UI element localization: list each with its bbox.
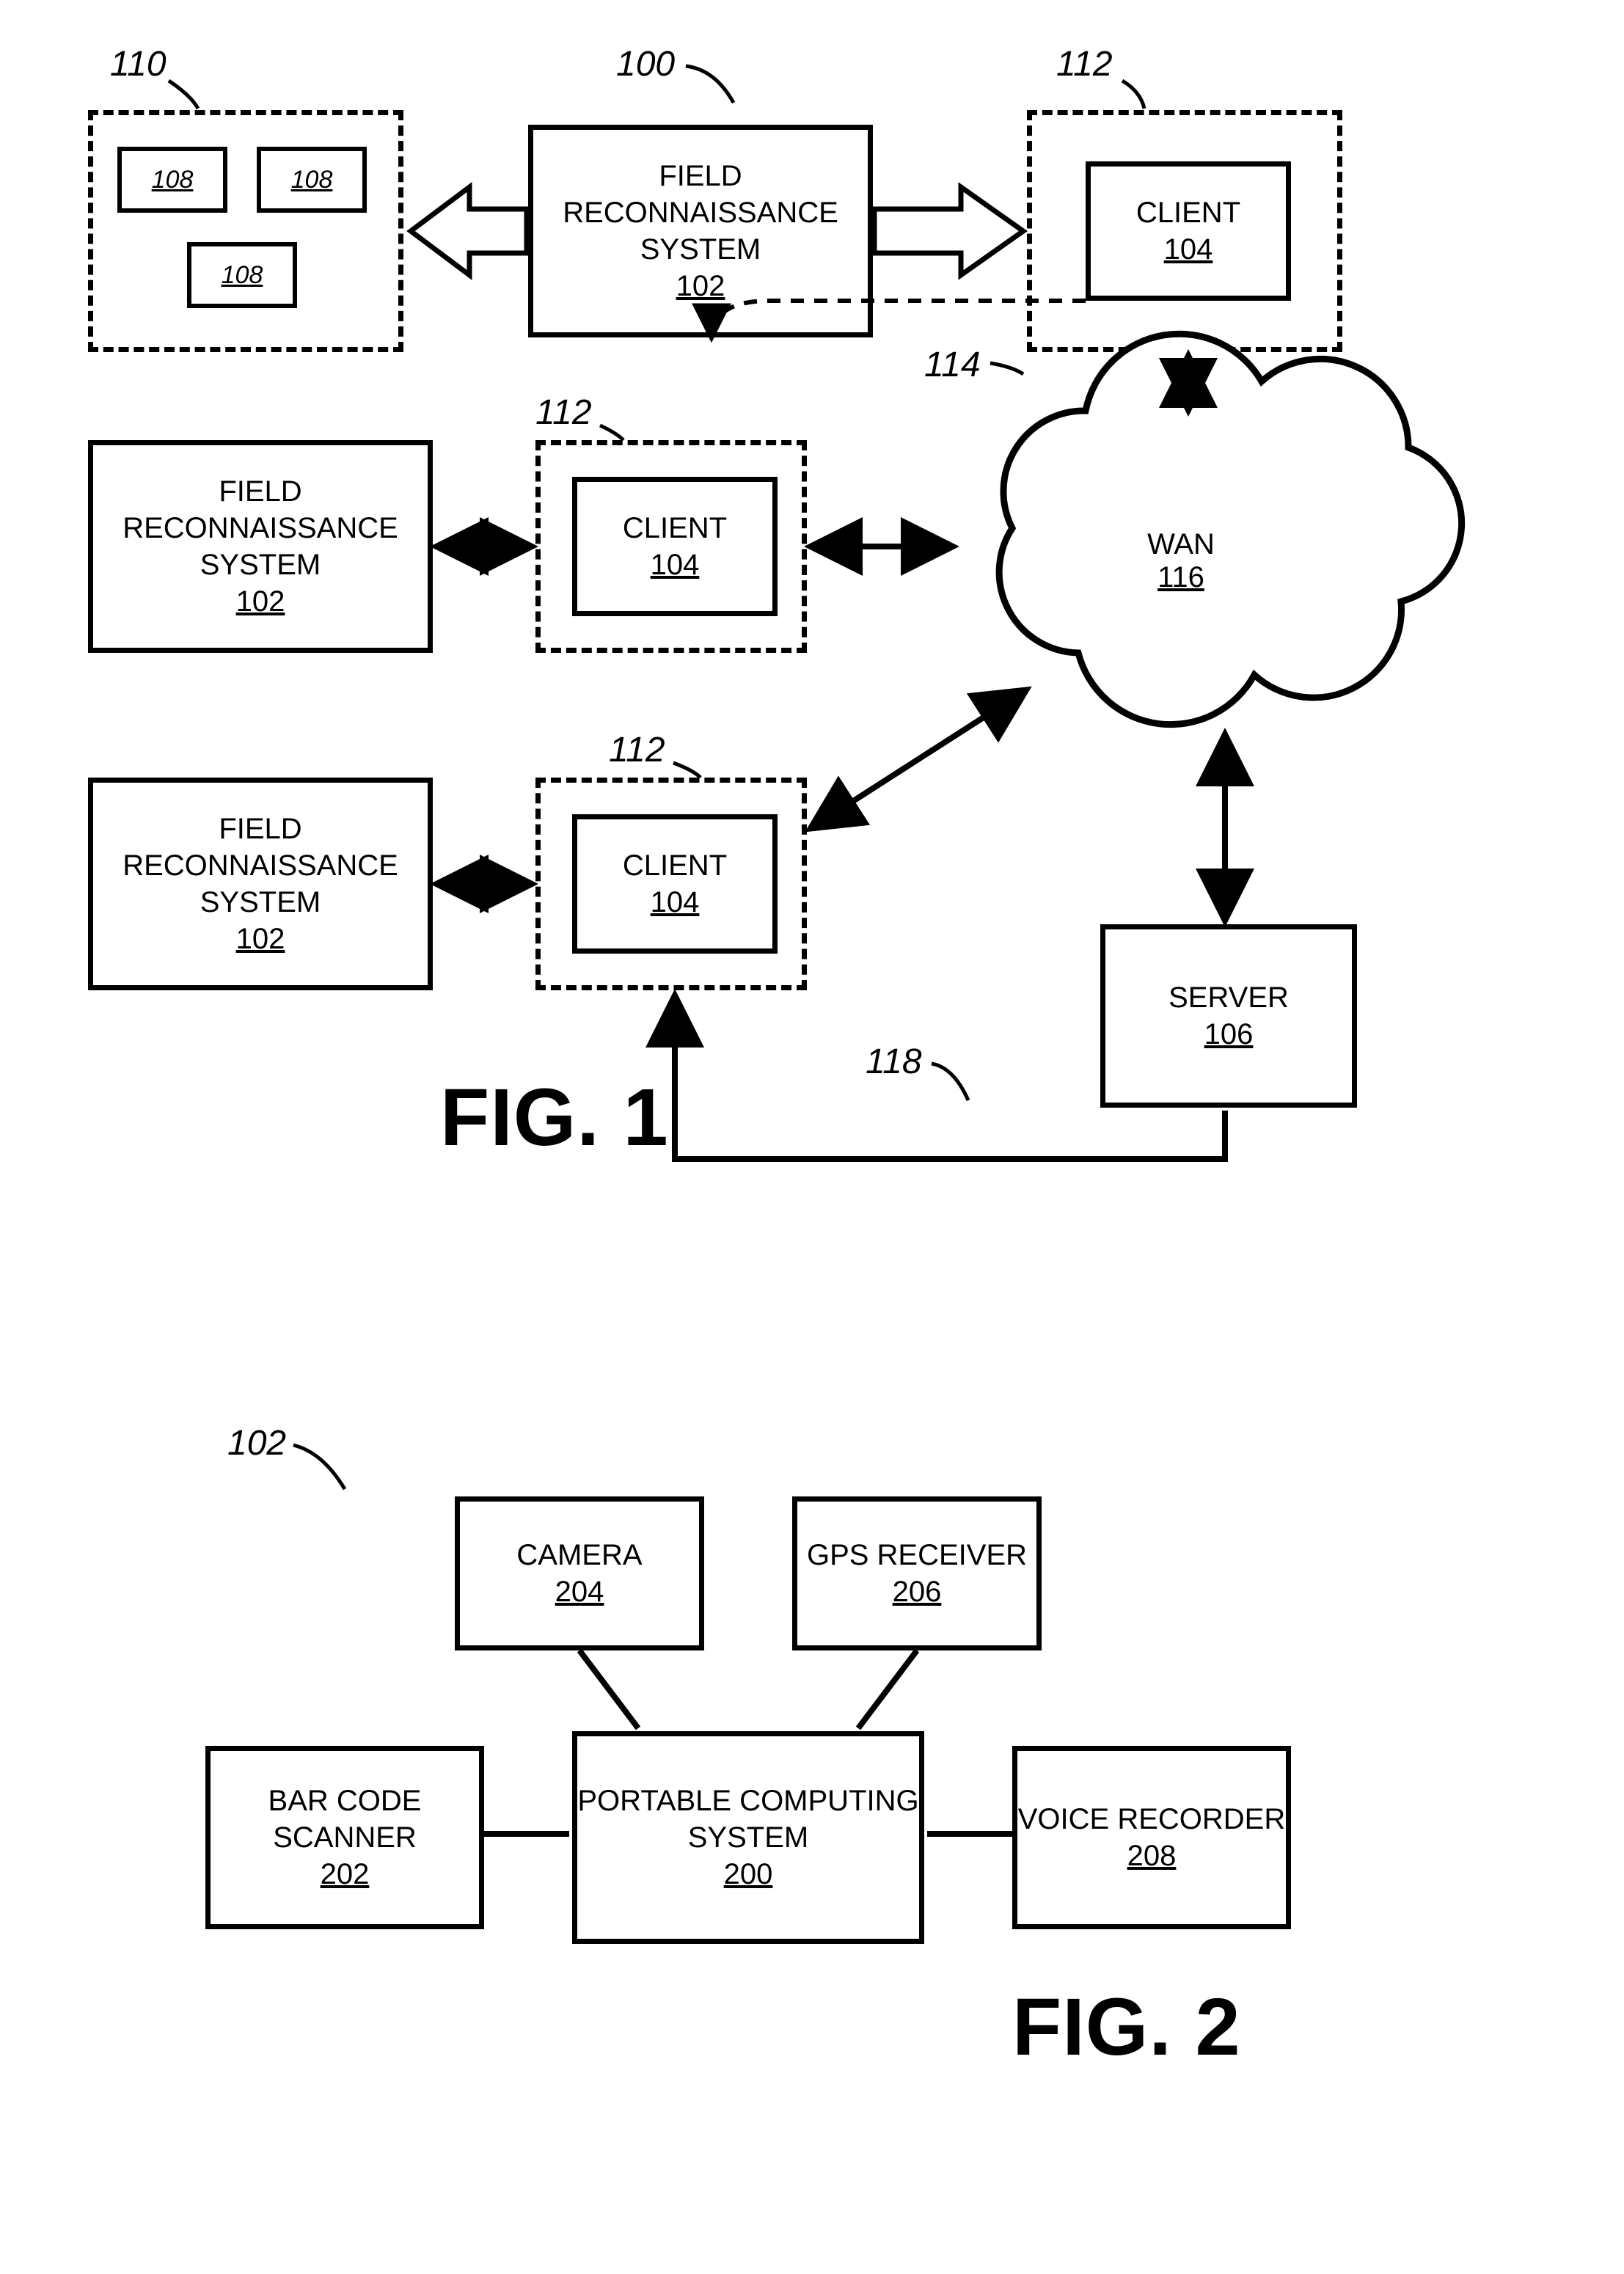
gps-title: GPS RECEIVER — [807, 1537, 1027, 1573]
scanner-ref: 202 — [321, 1856, 370, 1893]
leader-112c — [673, 763, 701, 778]
item-108-a: 108 — [117, 147, 227, 213]
client-box-mid-title: CLIENT — [623, 510, 727, 546]
client-box-bot: CLIENT 104 — [572, 814, 778, 954]
leader-110 — [169, 81, 198, 109]
pcs-title: PORTABLE COMPUTING SYSTEM — [577, 1783, 919, 1856]
leader-102-f2 — [293, 1445, 345, 1489]
lbl-114: 114 — [924, 345, 981, 385]
item-108-a-ref: 108 — [152, 166, 194, 194]
recon-box-mid-ref: 102 — [236, 583, 285, 620]
item-108-c: 108 — [187, 242, 297, 308]
voice-ref: 208 — [1127, 1838, 1177, 1874]
client-box-top-title: CLIENT — [1136, 194, 1240, 231]
scanner-title: BAR CODE SCANNER — [211, 1783, 479, 1856]
fig2-title: FIG. 2 — [1012, 1981, 1241, 2074]
server-box: SERVER 106 — [1100, 924, 1357, 1108]
gps-ref: 206 — [893, 1573, 942, 1610]
voice-box: VOICE RECORDER 208 — [1012, 1746, 1291, 1929]
voice-title: VOICE RECORDER — [1018, 1801, 1286, 1838]
lbl-112b: 112 — [535, 392, 592, 433]
client-box-bot-title: CLIENT — [623, 847, 727, 884]
leader-114 — [990, 363, 1023, 374]
pcs-box: PORTABLE COMPUTING SYSTEM 200 — [572, 1731, 924, 1944]
server-box-title: SERVER — [1168, 979, 1289, 1016]
lbl-100: 100 — [616, 44, 675, 84]
wan-text: WAN 116 — [1071, 528, 1291, 594]
camera-ref: 204 — [555, 1573, 604, 1610]
item-108-b-ref: 108 — [291, 166, 333, 194]
recon-box-top-ref: 102 — [676, 268, 725, 304]
server-box-ref: 106 — [1204, 1016, 1254, 1053]
item-108-b: 108 — [257, 147, 367, 213]
recon-box-bot-ref: 102 — [236, 921, 285, 957]
lbl-110: 110 — [110, 44, 167, 84]
scanner-box: BAR CODE SCANNER 202 — [205, 1746, 484, 1929]
recon-box-mid-title: FIELD RECONNAISSANCE SYSTEM — [93, 473, 428, 583]
line-camera-pcs — [579, 1650, 638, 1728]
wan-title: WAN — [1071, 528, 1291, 561]
camera-box: CAMERA 204 — [455, 1496, 704, 1650]
fig1-title: FIG. 1 — [440, 1071, 669, 1164]
lbl-112c: 112 — [609, 730, 665, 770]
camera-title: CAMERA — [516, 1537, 642, 1573]
lbl-102-f2: 102 — [227, 1423, 286, 1463]
client-box-top-ref: 104 — [1164, 231, 1213, 268]
line-clientbot-wan — [810, 690, 1027, 829]
lbl-118: 118 — [866, 1042, 922, 1082]
leader-100 — [686, 66, 734, 103]
item-108-c-ref: 108 — [222, 261, 263, 290]
client-box-mid-ref: 104 — [651, 546, 700, 583]
lbl-112a: 112 — [1056, 44, 1113, 84]
client-box-top: CLIENT 104 — [1086, 161, 1291, 301]
gps-box: GPS RECEIVER 206 — [792, 1496, 1042, 1650]
client-box-bot-ref: 104 — [651, 884, 700, 921]
recon-box-bot-title: FIELD RECONNAISSANCE SYSTEM — [93, 811, 428, 921]
leader-118 — [932, 1064, 968, 1100]
wan-ref: 116 — [1071, 561, 1291, 594]
client-box-mid: CLIENT 104 — [572, 477, 778, 616]
recon-box-top: FIELD RECONNAISSANCE SYSTEM 102 — [528, 125, 873, 337]
block-arrow-left — [411, 187, 527, 275]
recon-box-mid: FIELD RECONNAISSANCE SYSTEM 102 — [88, 440, 433, 653]
leader-112b — [600, 425, 623, 440]
block-arrow-right — [874, 187, 1023, 275]
recon-box-bot: FIELD RECONNAISSANCE SYSTEM 102 — [88, 778, 433, 990]
leader-112a — [1122, 81, 1144, 109]
line-gps-pcs — [858, 1650, 917, 1728]
recon-box-top-title: FIELD RECONNAISSANCE SYSTEM — [533, 158, 868, 268]
pcs-ref: 200 — [724, 1856, 773, 1893]
